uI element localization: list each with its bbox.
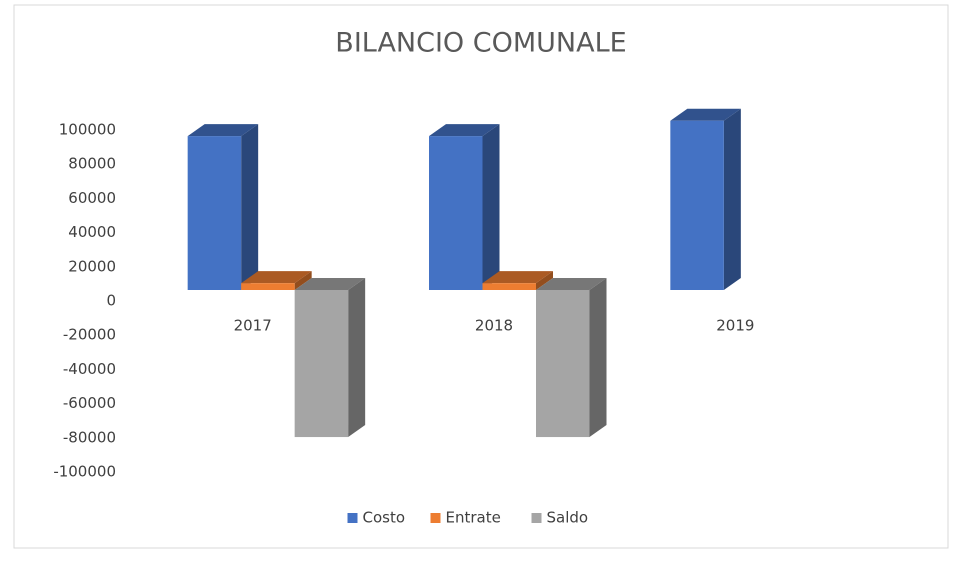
y-tick-label: 0 bbox=[106, 292, 116, 310]
x-tick-label: 2019 bbox=[716, 317, 754, 335]
bar-side bbox=[589, 278, 607, 438]
legend-swatch bbox=[531, 513, 542, 523]
bar-top bbox=[294, 278, 366, 290]
bar bbox=[241, 271, 312, 290]
bar-front bbox=[536, 290, 590, 438]
y-tick-label: 80000 bbox=[68, 155, 116, 173]
bar bbox=[670, 108, 741, 291]
legend-swatch bbox=[347, 513, 358, 523]
legend-label: Costo bbox=[363, 509, 406, 527]
bar-top bbox=[429, 124, 500, 137]
bar-top bbox=[536, 278, 607, 290]
bar-side bbox=[536, 271, 553, 290]
y-tick-label: -80000 bbox=[63, 428, 116, 446]
bar-side bbox=[482, 124, 500, 290]
bar-top bbox=[482, 271, 553, 284]
y-tick-label: -60000 bbox=[63, 394, 116, 412]
bar-front bbox=[187, 136, 242, 290]
legend-swatch bbox=[430, 513, 441, 523]
bar bbox=[482, 271, 553, 290]
bar-front bbox=[241, 283, 295, 290]
bar-top bbox=[187, 124, 259, 137]
bar-front bbox=[429, 136, 483, 290]
bar bbox=[187, 124, 259, 290]
bar bbox=[294, 278, 366, 438]
bar-top bbox=[241, 271, 312, 284]
bar-side bbox=[723, 108, 741, 291]
bar-side bbox=[241, 124, 259, 290]
y-tick-label: 20000 bbox=[68, 257, 116, 275]
y-tick-label: 100000 bbox=[59, 121, 116, 139]
bar-side bbox=[294, 271, 312, 290]
x-tick-label: 2018 bbox=[475, 317, 513, 335]
y-tick-label: 40000 bbox=[68, 223, 116, 241]
bar-top bbox=[670, 108, 741, 121]
legend-label: Saldo bbox=[547, 509, 589, 527]
bar-front bbox=[670, 120, 724, 291]
x-tick-label: 2017 bbox=[234, 317, 272, 335]
legend-label: Entrate bbox=[446, 509, 501, 527]
bar-side bbox=[348, 278, 366, 438]
y-tick-label: -100000 bbox=[53, 463, 116, 481]
y-tick-label: 60000 bbox=[68, 189, 116, 207]
bar bbox=[429, 124, 500, 290]
y-tick-label: -40000 bbox=[63, 360, 116, 378]
bar bbox=[536, 278, 607, 438]
bar-front bbox=[294, 290, 349, 438]
y-tick-label: -20000 bbox=[63, 326, 116, 344]
chart-title: BILANCIO COMUNALE bbox=[335, 28, 626, 59]
bar-front bbox=[482, 283, 536, 290]
